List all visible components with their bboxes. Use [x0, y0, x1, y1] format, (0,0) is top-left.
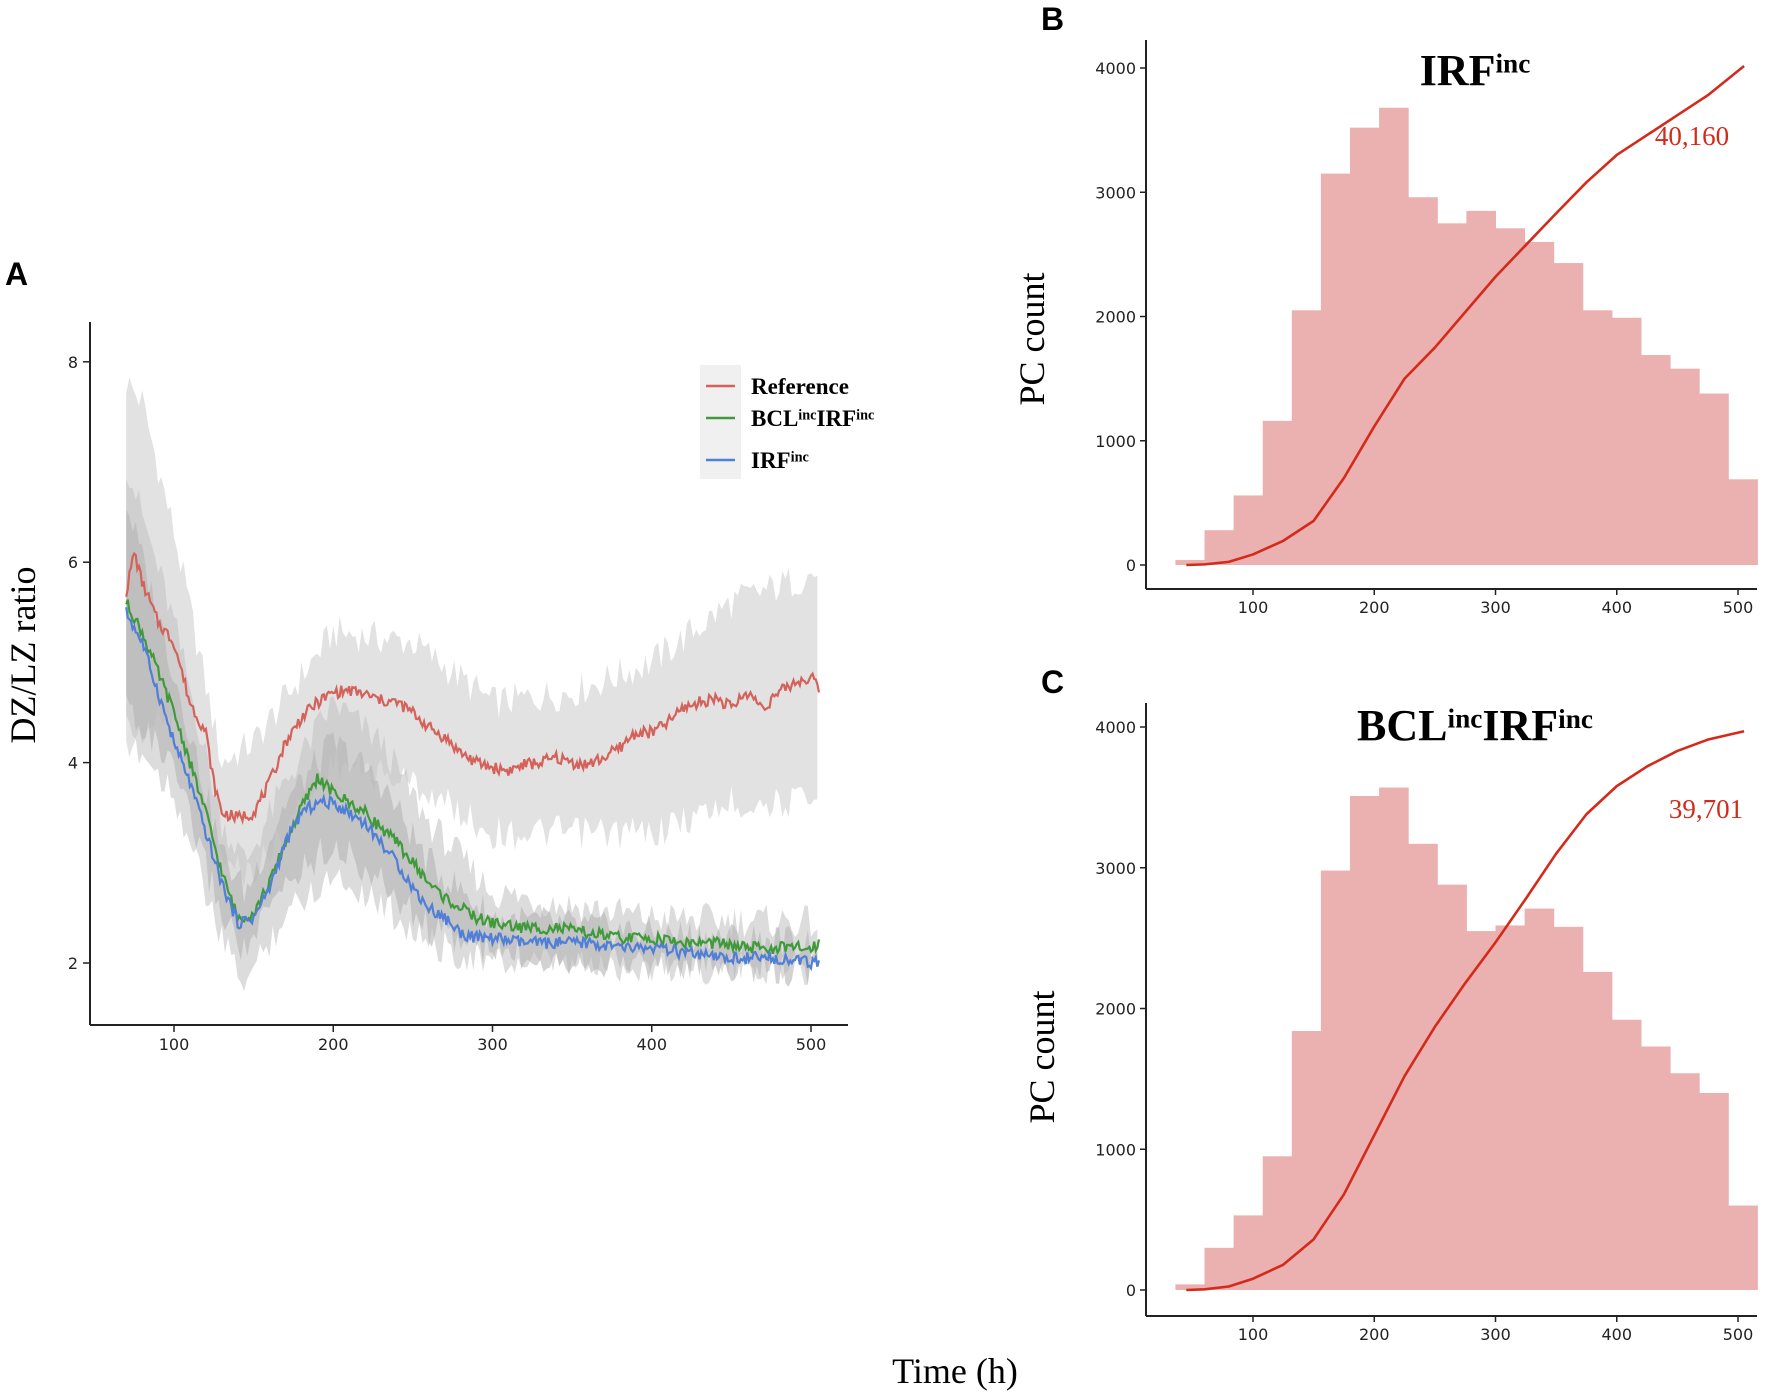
- chart-title: BCLincIRFinc: [1357, 701, 1593, 750]
- y-tick-label: 2: [68, 954, 78, 973]
- histogram-bar: [1641, 1046, 1671, 1290]
- histogram-bar: [1291, 310, 1322, 565]
- histogram-bar: [1553, 926, 1584, 1290]
- histogram-bar: [1437, 884, 1467, 1290]
- x-tick-label: 100: [159, 1035, 190, 1054]
- y-tick-label: 3000: [1095, 183, 1136, 202]
- shared-x-axis-label: Time (h): [892, 1351, 1018, 1391]
- x-tick-label: 400: [636, 1035, 667, 1054]
- histogram-bar: [1233, 1215, 1264, 1290]
- y-tick-label: 0: [1126, 1281, 1136, 1300]
- x-tick-label: 400: [1601, 598, 1632, 617]
- panel-label-c: C: [1041, 664, 1064, 700]
- panel-label-a: A: [5, 256, 28, 292]
- legend: Reference BCLincIRFinc IRFinc: [700, 365, 874, 479]
- histogram-bar: [1262, 1156, 1293, 1290]
- chart-title: IRFinc: [1420, 46, 1531, 95]
- histogram-bar: [1408, 843, 1438, 1290]
- legend-key-background: [700, 365, 741, 479]
- y-tick-label: 6: [68, 553, 78, 572]
- histogram-bar: [1728, 1205, 1758, 1290]
- histogram-bar: [1175, 560, 1205, 565]
- histogram-bar: [1466, 931, 1496, 1290]
- y-tick-label: 4000: [1095, 59, 1136, 78]
- histogram-bar: [1262, 420, 1293, 565]
- histogram-bar: [1524, 908, 1555, 1290]
- x-tick-label: 100: [1238, 1325, 1269, 1344]
- histogram-bar: [1350, 127, 1380, 565]
- histogram-bar: [1582, 971, 1613, 1290]
- y-tick-label: 1000: [1095, 432, 1136, 451]
- total-count-annotation: 40,160: [1655, 121, 1729, 151]
- x-tick-label: 100: [1238, 598, 1269, 617]
- x-tick-label: 200: [318, 1035, 349, 1054]
- total-count-annotation: 39,701: [1669, 794, 1743, 824]
- legend-label-IRFinc: IRFinc: [751, 448, 809, 473]
- y-axis-label: PC count: [1012, 272, 1052, 405]
- legend-label-BCLincIRFinc: BCLincIRFinc: [751, 406, 874, 431]
- histogram-bar: [1611, 317, 1642, 565]
- histogram-bar: [1350, 795, 1380, 1290]
- histogram-bar: [1437, 223, 1467, 565]
- panel-c-histogram: 100 200 300 400 500 0 1000 2000 3000 4000 BCLincIR…: [1022, 701, 1758, 1344]
- histogram-bar: [1524, 241, 1555, 565]
- y-tick-label: 2000: [1095, 1000, 1136, 1019]
- histogram-bar: [1553, 263, 1584, 565]
- histogram-bar: [1466, 210, 1496, 565]
- y-tick-label: 0: [1126, 556, 1136, 575]
- y-tick-label: 4000: [1095, 718, 1136, 737]
- histogram-bar: [1699, 1092, 1729, 1290]
- x-tick-label: 400: [1601, 1325, 1632, 1344]
- histogram-bar: [1728, 479, 1758, 565]
- x-tick-label: 500: [1723, 1325, 1754, 1344]
- series-line-IRFinc: [125, 607, 821, 972]
- series-line-Reference: [125, 551, 821, 826]
- y-tick-label: 2000: [1095, 308, 1136, 327]
- confidence-band-2: [126, 510, 818, 987]
- x-tick-label: 200: [1359, 598, 1390, 617]
- x-tick-label: 500: [796, 1035, 827, 1054]
- histogram-bar: [1495, 925, 1526, 1290]
- legend-label-Reference: Reference: [751, 374, 849, 399]
- x-tick-label: 300: [1480, 1325, 1511, 1344]
- histogram-bar: [1611, 1019, 1642, 1290]
- histogram-bar: [1670, 368, 1700, 565]
- histogram-bar: [1379, 787, 1409, 1290]
- cumulative-curve: [1186, 729, 1745, 1292]
- y-tick-label: 3000: [1095, 859, 1136, 878]
- panel-a-line-chart: 100 200 300 400 500 2 4 6 8 DZ/LZ ratio Reference B…: [3, 322, 874, 1054]
- x-tick-label: 500: [1723, 598, 1754, 617]
- panel-label-b: B: [1041, 1, 1064, 37]
- cumulative-curve: [1186, 64, 1745, 567]
- histogram-bar: [1699, 393, 1729, 565]
- histogram-bar: [1582, 310, 1613, 565]
- histogram-bar: [1379, 107, 1409, 565]
- histogram-bar: [1670, 1073, 1700, 1290]
- histogram-bar: [1291, 1031, 1322, 1290]
- y-tick-label: 4: [68, 754, 78, 773]
- confidence-band-0: [126, 377, 818, 886]
- x-tick-label: 300: [1480, 598, 1511, 617]
- histogram-bar: [1320, 870, 1351, 1290]
- y-axis-label: DZ/LZ ratio: [3, 567, 43, 744]
- x-tick-label: 300: [477, 1035, 508, 1054]
- histogram-bar: [1204, 1247, 1235, 1290]
- y-tick-label: 8: [68, 353, 78, 372]
- y-tick-label: 1000: [1095, 1140, 1136, 1159]
- histogram-bar: [1204, 530, 1235, 565]
- histogram-bar: [1175, 1284, 1205, 1290]
- panel-b-histogram: 100 200 300 400 500 0 1000 2000 3000 4000 IRFinc PC…: [1012, 40, 1758, 617]
- y-axis-label: PC count: [1022, 990, 1062, 1123]
- x-tick-label: 200: [1359, 1325, 1390, 1344]
- histogram-bar: [1408, 197, 1438, 565]
- histogram-bar: [1320, 173, 1351, 566]
- histogram-bar: [1495, 228, 1526, 565]
- histogram-bar: [1641, 355, 1671, 565]
